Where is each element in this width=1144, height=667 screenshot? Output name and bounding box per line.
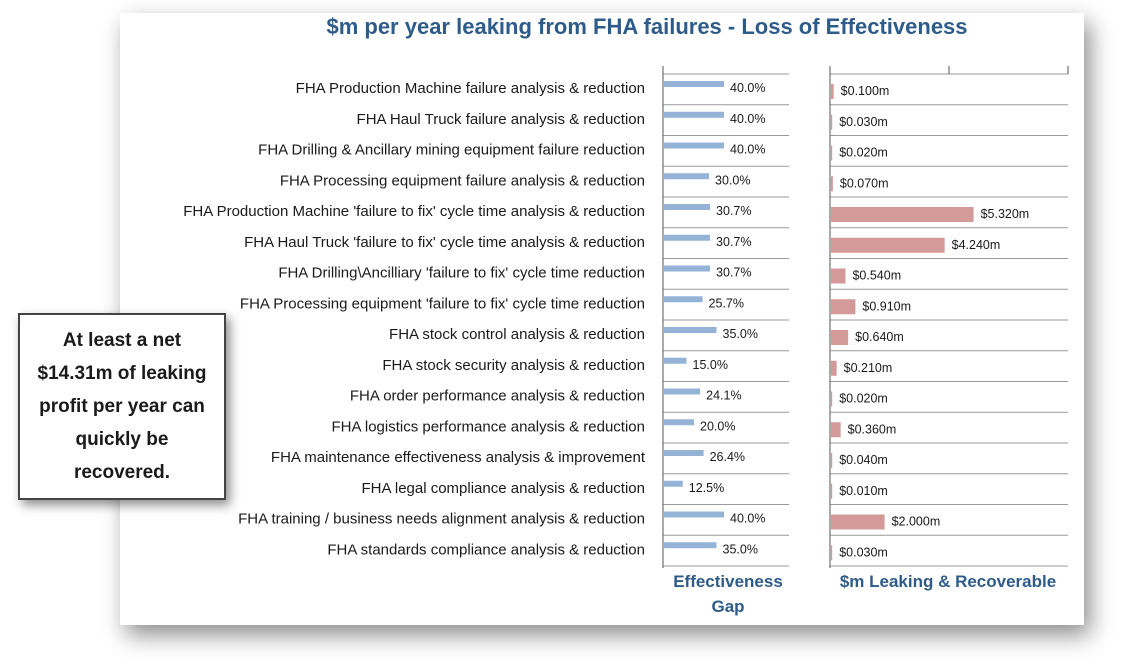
category-label: FHA Haul Truck failure analysis & reduct… xyxy=(357,111,645,128)
gap-bar xyxy=(664,111,724,118)
leak-data-label: $0.030m xyxy=(839,545,888,559)
leak-bar xyxy=(831,422,841,438)
gap-bar xyxy=(664,419,694,426)
gap-bar xyxy=(664,204,711,210)
leak-data-label: $5.320m xyxy=(981,207,1030,221)
callout-box: At least a net $14.31m of leaking profit… xyxy=(18,313,226,500)
gap-bar xyxy=(664,450,704,456)
gap-data-label: 30.7% xyxy=(716,235,751,249)
leak-data-label: $0.020m xyxy=(839,146,888,160)
category-label: FHA Processing equipment failure analysi… xyxy=(280,172,645,189)
gap-bar xyxy=(664,296,703,303)
leak-data-label: $0.910m xyxy=(862,299,911,313)
gap-axis-label: Effectiveness Gap xyxy=(673,572,783,616)
gap-data-label: 25.7% xyxy=(709,296,744,310)
leak-bar xyxy=(831,268,846,284)
leak-data-label: $0.640m xyxy=(855,330,904,344)
gap-data-label: 30.7% xyxy=(716,204,751,218)
leak-bar xyxy=(831,237,945,253)
leak-bar xyxy=(831,114,833,130)
leak-data-label: $0.020m xyxy=(839,392,888,406)
category-label: FHA Production Machine failure analysis … xyxy=(296,80,645,97)
gap-data-label: 30.7% xyxy=(716,266,751,280)
gap-bar xyxy=(664,357,687,364)
leak-data-label: $0.540m xyxy=(852,269,901,283)
leak-data-label: $0.010m xyxy=(839,484,888,498)
leak-bar xyxy=(831,145,833,161)
leak-data-label: $0.040m xyxy=(839,453,888,467)
chart-title: $m per year leaking from FHA failures - … xyxy=(326,14,968,39)
gap-data-label: 26.4% xyxy=(710,450,745,464)
leak-bar xyxy=(831,545,833,561)
gap-data-label: 40.0% xyxy=(730,143,765,157)
category-label: FHA logistics performance analysis & red… xyxy=(332,418,645,435)
gap-bar xyxy=(664,480,683,487)
gap-bar xyxy=(664,173,709,180)
category-label: FHA training / business needs alignment … xyxy=(238,511,645,528)
category-label: FHA Drilling & Ancillary mining equipmen… xyxy=(258,142,645,159)
leak-data-label: $0.030m xyxy=(839,115,888,129)
leak-data-label: $0.070m xyxy=(840,176,889,190)
gap-bar xyxy=(664,265,711,272)
gap-data-label: 24.1% xyxy=(706,389,741,403)
leak-bar xyxy=(831,207,974,222)
leak-data-label: $2.000m xyxy=(892,515,941,529)
gap-bar xyxy=(664,542,717,549)
gap-data-label: 40.0% xyxy=(730,81,765,95)
gap-bar xyxy=(664,327,717,333)
category-label: FHA Haul Truck 'failure to fix' cycle ti… xyxy=(244,234,645,251)
gap-bar xyxy=(664,234,711,241)
category-label: FHA maintenance effectiveness analysis &… xyxy=(271,449,646,466)
chart-card xyxy=(120,13,1084,625)
leak-bar xyxy=(831,176,833,192)
gap-bar xyxy=(664,142,724,149)
gap-bar xyxy=(664,388,701,395)
leak-bar xyxy=(831,514,885,530)
leak-data-label: $4.240m xyxy=(952,238,1001,252)
gap-data-label: 40.0% xyxy=(730,512,765,526)
gap-data-label: 35.0% xyxy=(723,327,758,341)
gap-data-label: 40.0% xyxy=(730,112,765,126)
leak-axis-label: $m Leaking & Recoverable xyxy=(839,572,1057,591)
leak-bar xyxy=(831,483,833,499)
category-label: FHA Drilling\Ancilliary 'failure to fix'… xyxy=(278,265,645,282)
category-label: FHA stock control analysis & reduction xyxy=(389,326,645,343)
category-label: FHA Processing equipment 'failure to fix… xyxy=(240,295,645,312)
category-label: FHA stock security analysis & reduction xyxy=(382,357,645,374)
gap-data-label: 12.5% xyxy=(689,481,724,495)
leak-bar xyxy=(831,84,834,99)
category-label: FHA standards compliance analysis & redu… xyxy=(327,541,645,558)
category-label: FHA Production Machine 'failure to fix' … xyxy=(183,203,645,220)
leak-bar xyxy=(831,453,833,468)
leak-data-label: $0.100m xyxy=(841,84,890,98)
leak-bar xyxy=(831,360,837,376)
category-label: FHA order performance analysis & reducti… xyxy=(350,388,645,405)
gap-data-label: 35.0% xyxy=(723,542,758,556)
leak-bar xyxy=(831,391,833,407)
gap-bar xyxy=(664,81,724,87)
leak-data-label: $0.360m xyxy=(848,422,897,436)
category-label: FHA legal compliance analysis & reductio… xyxy=(362,480,645,497)
leak-bar xyxy=(831,330,849,345)
leak-data-label: $0.210m xyxy=(844,361,893,375)
gap-data-label: 20.0% xyxy=(700,419,735,433)
gap-data-label: 15.0% xyxy=(693,358,728,372)
leak-bar xyxy=(831,299,856,315)
gap-bar xyxy=(664,511,724,518)
gap-data-label: 30.0% xyxy=(715,173,750,187)
